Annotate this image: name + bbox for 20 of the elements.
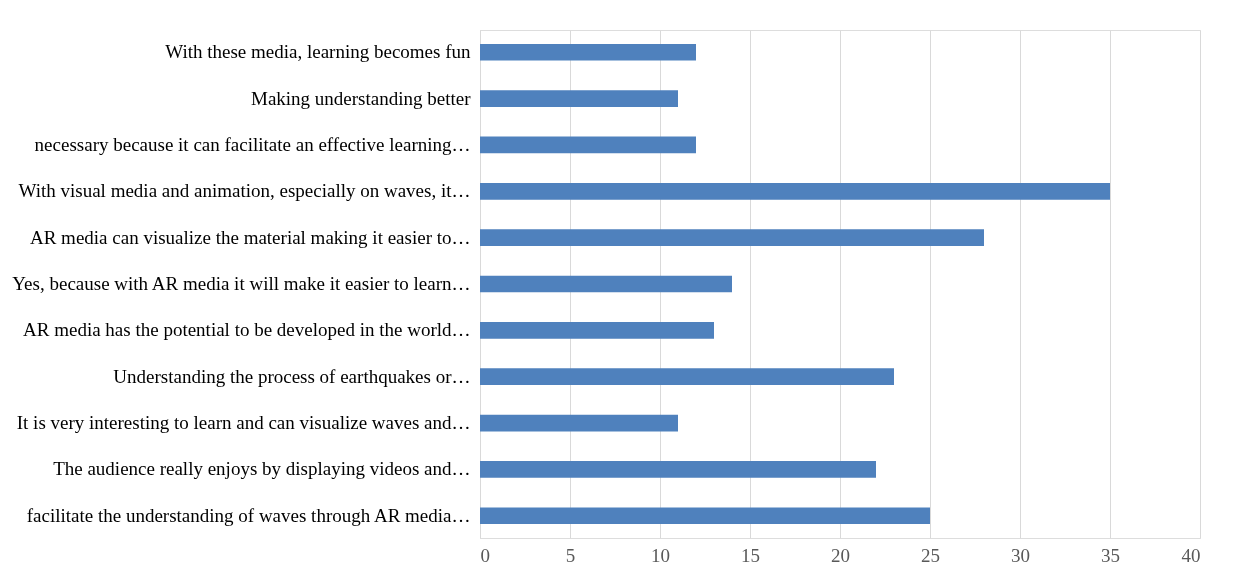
x-tick-label: 40 bbox=[1181, 544, 1201, 566]
y-tick-label: AR media can visualize the material making it easier to… bbox=[29, 226, 471, 248]
y-tick-label: necessary because it can facilitate an effective learning… bbox=[34, 133, 471, 155]
x-tick-label: 15 bbox=[741, 544, 760, 566]
y-tick-label: With these media, learning becomes fun bbox=[165, 41, 471, 63]
y-tick-label: With visual media and animation, especially on waves, it… bbox=[18, 180, 471, 202]
y-tick-label: The audience really enjoys by displaying videos and… bbox=[53, 458, 471, 480]
x-tick-label: 30 bbox=[1011, 544, 1030, 566]
y-tick-label: Yes, because with AR media it will make it easier to learn… bbox=[12, 273, 471, 294]
x-tick-label: 25 bbox=[921, 544, 940, 566]
y-tick-label: It is very interesting to learn and can visualize waves and… bbox=[16, 412, 471, 434]
x-tick-label: 35 bbox=[1101, 544, 1120, 566]
x-tick-label: 20 bbox=[831, 544, 850, 566]
y-tick-label: Making understanding better bbox=[250, 87, 472, 109]
y-tick-label: facilitate the understanding of waves through AR media… bbox=[26, 504, 471, 526]
y-tick-label: Understanding the process of earthquakes or… bbox=[113, 365, 471, 387]
y-tick-label: AR media has the potential to be developed in the world… bbox=[23, 319, 471, 341]
x-tick-label: 5 bbox=[565, 544, 576, 566]
x-tick-label: 0 bbox=[480, 544, 490, 566]
x-tick-label: 10 bbox=[651, 544, 670, 566]
